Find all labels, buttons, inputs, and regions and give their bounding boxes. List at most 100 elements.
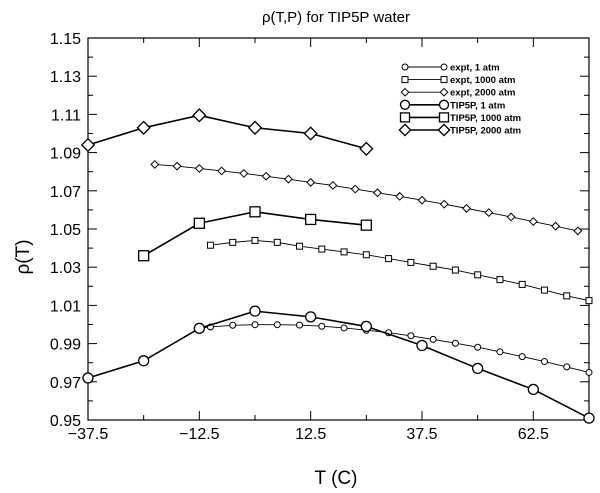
data-point bbox=[305, 311, 317, 323]
data-point bbox=[573, 226, 583, 236]
y-tick-label: 1.01 bbox=[50, 298, 81, 315]
plot-area: −37.5 −12.5 12.5 37.5 62.5 0.95 0.97 0.99 1.01 1.… bbox=[50, 31, 595, 443]
data-point bbox=[138, 355, 150, 367]
legend-marker bbox=[439, 87, 449, 97]
data-point bbox=[474, 343, 482, 351]
data-point bbox=[217, 166, 227, 176]
y-tick-label: 1.03 bbox=[50, 260, 81, 277]
series-1 bbox=[206, 236, 593, 305]
data-point bbox=[583, 412, 595, 424]
y-tick-label: 1.07 bbox=[50, 184, 81, 201]
legend-label: expt, 1 atm bbox=[450, 63, 500, 74]
data-point bbox=[247, 120, 263, 135]
data-point bbox=[193, 322, 205, 334]
series-line bbox=[210, 240, 590, 302]
data-point bbox=[540, 358, 548, 366]
data-point bbox=[273, 238, 281, 246]
data-point bbox=[395, 191, 405, 201]
data-point bbox=[273, 321, 281, 329]
series-5 bbox=[80, 108, 374, 156]
y-tick-label: 0.95 bbox=[50, 413, 81, 430]
y-tick-label: 1.15 bbox=[50, 31, 81, 48]
data-point bbox=[318, 245, 326, 253]
chart-title: ρ(T,P) for TIP5P water bbox=[262, 9, 410, 26]
data-point bbox=[318, 322, 326, 330]
data-point bbox=[518, 280, 526, 288]
data-point bbox=[472, 362, 484, 375]
x-tick-label: 62.5 bbox=[518, 426, 549, 443]
data-point bbox=[362, 251, 370, 259]
data-point bbox=[138, 250, 150, 262]
legend-marker bbox=[401, 76, 409, 84]
data-point bbox=[563, 292, 571, 300]
y-tick-label: 1.05 bbox=[50, 222, 81, 239]
legend-marker bbox=[440, 63, 448, 71]
data-point bbox=[474, 271, 482, 279]
data-point bbox=[193, 217, 205, 229]
data-point bbox=[194, 163, 204, 173]
data-point bbox=[585, 297, 593, 305]
x-tick-label: 37.5 bbox=[406, 426, 437, 443]
data-point bbox=[359, 141, 374, 156]
data-point bbox=[551, 221, 561, 231]
data-point bbox=[283, 174, 293, 184]
legend-label: TIP5P, 1 atm bbox=[450, 100, 505, 111]
x-tick-label: −37.5 bbox=[68, 426, 109, 443]
y-tick-label: 0.97 bbox=[50, 375, 81, 392]
data-point bbox=[249, 206, 261, 218]
data-point bbox=[528, 217, 538, 227]
data-point bbox=[439, 199, 449, 209]
data-point bbox=[229, 238, 237, 246]
data-point bbox=[249, 305, 261, 317]
legend-label: expt, 1000 atm bbox=[450, 75, 515, 86]
legend-marker bbox=[399, 99, 411, 110]
legend-label: TIP5P, 1000 atm bbox=[450, 113, 521, 124]
data-point bbox=[306, 177, 316, 187]
data-point bbox=[373, 188, 382, 198]
data-point bbox=[563, 363, 571, 371]
legend-marker bbox=[440, 76, 448, 84]
data-point bbox=[251, 321, 259, 329]
data-point bbox=[261, 171, 271, 181]
series-2 bbox=[150, 159, 583, 236]
data-point bbox=[518, 353, 526, 361]
data-point bbox=[206, 241, 214, 249]
legend-marker bbox=[401, 63, 409, 71]
data-point bbox=[251, 236, 259, 244]
data-point bbox=[385, 255, 393, 263]
legend-marker bbox=[400, 87, 410, 97]
data-point bbox=[416, 339, 428, 352]
data-point bbox=[360, 219, 372, 231]
data-point bbox=[462, 203, 471, 213]
series-line bbox=[87, 114, 367, 150]
data-point bbox=[229, 321, 237, 329]
x-axis-label: T (C) bbox=[315, 468, 358, 489]
legend-label: TIP5P, 2000 atm bbox=[450, 126, 521, 137]
series-line bbox=[87, 310, 590, 419]
data-point bbox=[496, 276, 504, 284]
legend-marker bbox=[437, 123, 451, 137]
legend-marker bbox=[399, 112, 411, 123]
data-point bbox=[296, 242, 304, 250]
data-point bbox=[360, 320, 372, 333]
data-point bbox=[303, 126, 318, 141]
data-point bbox=[496, 348, 504, 356]
data-point bbox=[585, 368, 593, 376]
data-point bbox=[340, 324, 348, 332]
data-point bbox=[527, 383, 539, 396]
data-point bbox=[429, 262, 437, 270]
y-tick-label: 0.99 bbox=[50, 337, 81, 354]
data-point bbox=[80, 137, 96, 153]
data-point bbox=[484, 208, 494, 218]
data-point bbox=[340, 248, 348, 256]
data-point bbox=[540, 286, 548, 294]
legend-label: expt, 2000 atm bbox=[450, 88, 515, 99]
data-point bbox=[417, 195, 427, 205]
data-point bbox=[296, 321, 304, 329]
series-0 bbox=[195, 321, 593, 376]
y-axis-label: ρ(T) bbox=[13, 239, 34, 274]
data-point bbox=[328, 180, 338, 190]
y-tick-label: 1.11 bbox=[51, 107, 81, 124]
data-point bbox=[451, 339, 459, 347]
